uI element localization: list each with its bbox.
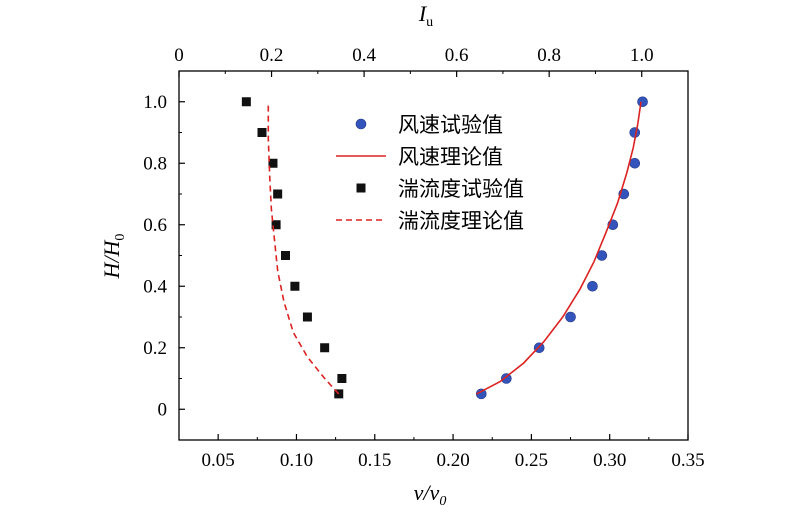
series-3-point (320, 343, 330, 353)
series-3-point (273, 189, 283, 199)
series-1-point (637, 96, 648, 108)
bottom-tick-label: 0.25 (515, 450, 548, 471)
top-axis-title-sub: u (426, 15, 433, 30)
left-axis-title: H/H0 (99, 234, 128, 280)
left-tick-label: 0.6 (143, 215, 167, 236)
series-3-point (334, 389, 344, 399)
bottom-axis-title: v/v0 (414, 480, 447, 509)
series-layer (241, 96, 648, 400)
bottom-tick-label: 0.10 (280, 450, 313, 471)
series-3-point (290, 281, 300, 291)
bottom-tick-label: 0.05 (202, 450, 235, 471)
left-tick-label: 0.2 (143, 338, 167, 359)
top-tick-label: 0 (174, 45, 184, 66)
series-line-4 (267, 101, 340, 395)
top-axis-title-main: I (418, 1, 428, 26)
bottom-tick-label: 0.35 (671, 450, 704, 471)
bottom-axis-ticks: 0.05 0.10 0.15 0.20 0.25 0.30 0.35 (202, 434, 705, 471)
series-1-point (475, 388, 487, 400)
bottom-tick-label: 0.15 (358, 450, 391, 471)
bottom-tick-label: 0.20 (436, 450, 469, 471)
left-axis-title-main: H/H (99, 239, 124, 279)
top-tick-label: 0.2 (260, 45, 284, 66)
left-axis-ticks: 0 0.2 0.4 0.6 0.8 1.0 (143, 70, 185, 420)
series-3-point (271, 220, 281, 230)
series-3-point (241, 97, 251, 107)
series-3-point (337, 374, 347, 383)
bottom-tick-label: 0.30 (593, 450, 626, 471)
legend-label-1: 风速试验值 (398, 113, 503, 137)
legend-label-3: 湍流度试验值 (398, 177, 524, 201)
left-axis-title-sub: 0 (113, 234, 128, 241)
legend-marker-3 (356, 183, 366, 193)
left-tick-label: 0.4 (143, 276, 167, 297)
top-tick-label: 1.0 (630, 45, 654, 66)
series-1-point (587, 280, 598, 292)
top-axis-ticks: 0 0.2 0.4 0.6 0.8 1.0 (174, 45, 689, 77)
series-3-point (302, 312, 312, 322)
left-tick-label: 0 (158, 399, 168, 420)
legend-label-2: 风速理论值 (398, 145, 503, 169)
series-line-2 (476, 101, 642, 395)
bottom-axis-title-sub: 0 (439, 494, 446, 509)
series-3-point (280, 251, 290, 260)
series-1-point (629, 157, 641, 169)
bottom-axis-title-main: v/v (414, 480, 440, 505)
top-tick-label: 0.8 (537, 45, 561, 66)
legend-marker-1 (355, 118, 367, 130)
series-3-point (268, 158, 278, 168)
legend-label-4: 湍流度理论值 (398, 209, 524, 233)
series-1-point (565, 311, 576, 323)
series-1-point (501, 373, 512, 384)
left-tick-label: 0.8 (143, 153, 167, 174)
top-tick-label: 0.6 (445, 45, 469, 66)
top-axis-title: Iu (418, 1, 433, 30)
top-tick-label: 0.4 (352, 45, 376, 66)
series-3-point (257, 128, 267, 137)
left-tick-label: 1.0 (143, 92, 167, 113)
